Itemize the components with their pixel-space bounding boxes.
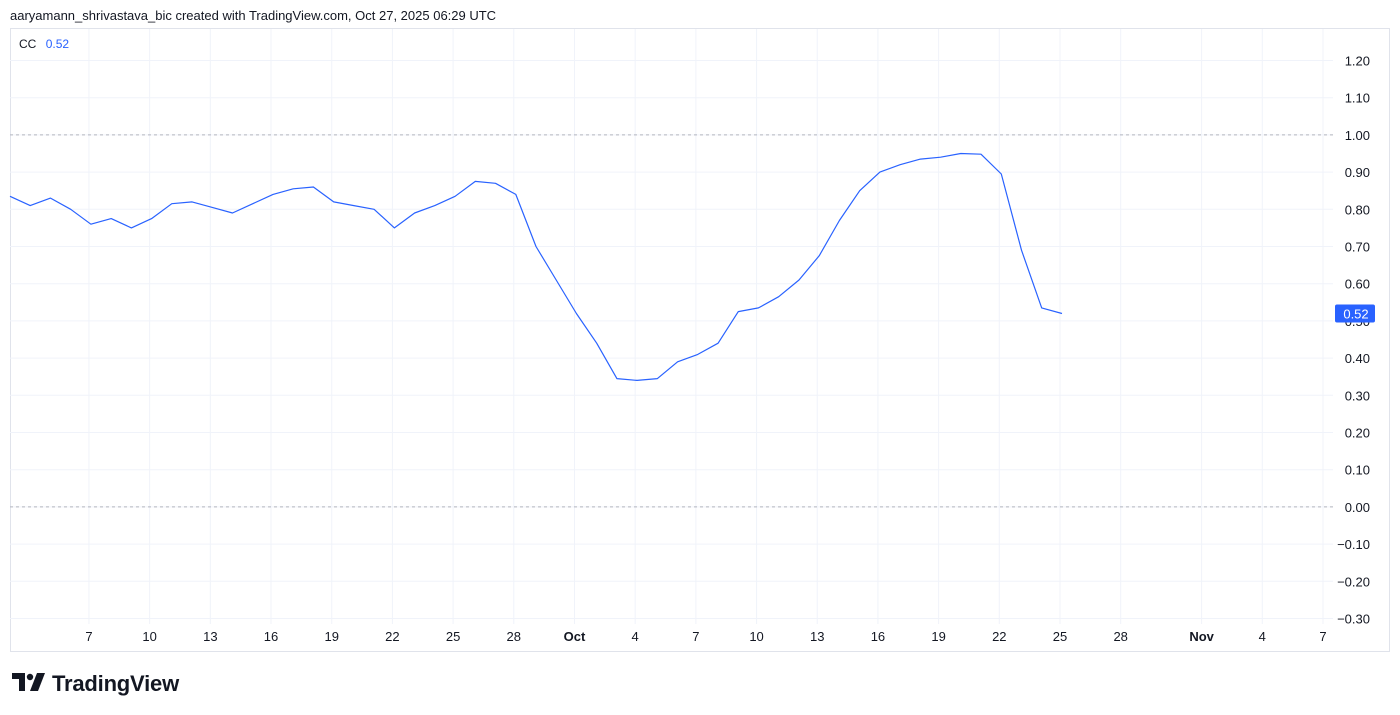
x-tick-label: 10 — [749, 629, 763, 644]
x-tick-label: 19 — [324, 629, 338, 644]
grid-lines — [10, 29, 1333, 624]
y-tick-label: 0.00 — [1345, 500, 1370, 515]
tradingview-logo-icon — [12, 672, 46, 696]
y-tick-label: 0.60 — [1345, 277, 1370, 292]
chart-caption: aaryamann_shrivastava_bic created with T… — [10, 8, 497, 23]
x-axis: 7 10 13 16 19 22 25 28 Oct 4 7 10 13 16 19 22 25 28 Nov 4 7 — [85, 629, 1326, 644]
y-tick-label: 0.40 — [1345, 351, 1370, 366]
x-tick-label: 16 — [871, 629, 885, 644]
x-tick-label: 16 — [264, 629, 278, 644]
x-tick-label: 22 — [385, 629, 399, 644]
x-tick-label: 7 — [1319, 629, 1326, 644]
legend-symbol: CC — [19, 37, 37, 51]
x-tick-label: Nov — [1189, 629, 1214, 644]
x-tick-label: 25 — [446, 629, 460, 644]
chart-frame[interactable] — [10, 28, 1390, 652]
x-tick-label: 13 — [203, 629, 217, 644]
x-tick-label: 10 — [142, 629, 156, 644]
legend[interactable]: CC 0.52 — [19, 37, 69, 51]
brand-name: TradingView — [52, 671, 179, 696]
x-tick-label: 19 — [931, 629, 945, 644]
brand-logo[interactable]: TradingView — [12, 671, 179, 697]
y-tick-label: 0.90 — [1345, 165, 1370, 180]
last-value-label: 0.52 — [1343, 306, 1368, 321]
series-group — [9, 152, 1063, 381]
x-tick-label: 7 — [692, 629, 699, 644]
y-tick-label: −0.20 — [1337, 574, 1370, 589]
y-tick-label: 0.80 — [1345, 202, 1370, 217]
x-tick-label: 22 — [992, 629, 1006, 644]
y-tick-label: 0.70 — [1345, 240, 1370, 255]
last-value-badge: 0.52 — [1335, 304, 1375, 323]
y-tick-label: −0.30 — [1337, 612, 1370, 627]
x-tick-label: 28 — [507, 629, 521, 644]
y-axis: 1.201.101.000.900.800.700.600.500.400.30… — [1337, 54, 1370, 627]
x-tick-label: 28 — [1113, 629, 1127, 644]
series-line — [9, 152, 1063, 381]
x-tick-label: Oct — [564, 629, 586, 644]
y-tick-label: 0.20 — [1345, 426, 1370, 441]
x-tick-label: 4 — [632, 629, 639, 644]
x-tick-label: 4 — [1259, 629, 1266, 644]
last-value-bg — [1335, 304, 1375, 323]
legend-value: 0.52 — [45, 37, 70, 51]
y-tick-label: 0.10 — [1345, 463, 1370, 478]
x-tick-label: 13 — [810, 629, 824, 644]
reference-lines — [10, 134, 1333, 508]
y-tick-label: 1.10 — [1345, 91, 1370, 106]
y-tick-label: 1.00 — [1345, 128, 1370, 143]
y-tick-label: 0.30 — [1345, 388, 1370, 403]
x-tick-label: 25 — [1053, 629, 1067, 644]
y-tick-label: 1.20 — [1345, 54, 1370, 69]
y-tick-label: −0.10 — [1337, 537, 1370, 552]
x-tick-label: 7 — [85, 629, 92, 644]
